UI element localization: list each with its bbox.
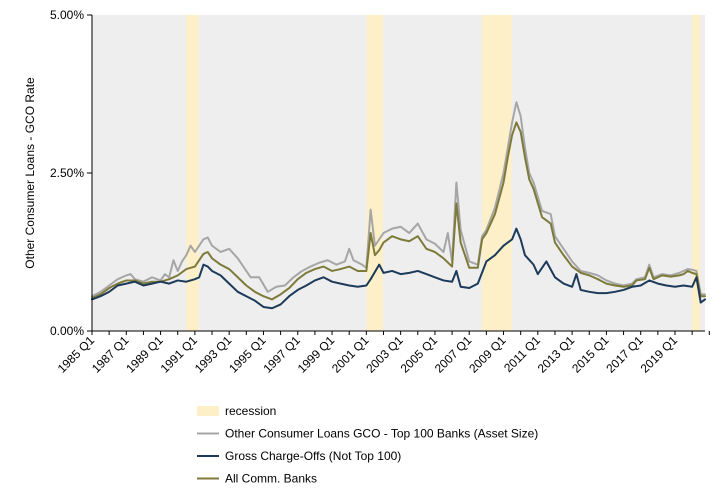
x-tick-label: 2001 Q1 xyxy=(329,333,372,376)
x-tick-label: 1995 Q1 xyxy=(226,333,269,376)
y-tick-label: 2.50% xyxy=(50,166,84,180)
y-tick-label: 5.00% xyxy=(50,8,84,22)
legend-swatch-recession xyxy=(197,406,219,416)
series-line-1 xyxy=(91,101,706,298)
series-line-3 xyxy=(91,121,706,301)
series-line-2 xyxy=(91,227,706,310)
x-tick-label: 1997 Q1 xyxy=(260,333,303,376)
x-tick-label: 2013 Q1 xyxy=(535,333,578,376)
legend-label: Other Consumer Loans GCO - Top 100 Banks… xyxy=(225,427,538,441)
x-tick-label: 1987 Q1 xyxy=(89,333,132,376)
legend: recession Other Consumer Loans GCO - Top … xyxy=(197,404,538,486)
x-tick-label: 2015 Q1 xyxy=(569,333,612,376)
legend-label: All Comm. Banks xyxy=(225,472,317,486)
recession-band-3 xyxy=(482,15,512,331)
recession-band-2 xyxy=(366,15,384,331)
x-tick-label: 1991 Q1 xyxy=(158,333,201,376)
recession-band-4 xyxy=(692,15,701,331)
x-tick-label: 1985 Q1 xyxy=(55,333,98,376)
recession-band-1 xyxy=(186,15,199,331)
legend-label: recession xyxy=(225,404,276,418)
y-axis-title: Other Consumer Loans - GCO Rate xyxy=(23,77,37,269)
series-lines xyxy=(91,101,706,310)
x-tick-label: 2005 Q1 xyxy=(398,333,441,376)
x-tick-label: 1993 Q1 xyxy=(192,333,235,376)
y-tick-label: 0.00% xyxy=(50,324,84,338)
x-tick-label: 2009 Q1 xyxy=(466,333,509,376)
x-tick-label: 2019 Q1 xyxy=(638,333,681,376)
x-tick-label: 2003 Q1 xyxy=(363,333,406,376)
x-tick-label: 1999 Q1 xyxy=(295,333,338,376)
x-tick-label: 2017 Q1 xyxy=(603,333,646,376)
x-tick-label: 1989 Q1 xyxy=(123,333,166,376)
x-tick-label: 2007 Q1 xyxy=(432,333,475,376)
legend-label: Gross Charge-Offs (Not Top 100) xyxy=(225,449,401,463)
